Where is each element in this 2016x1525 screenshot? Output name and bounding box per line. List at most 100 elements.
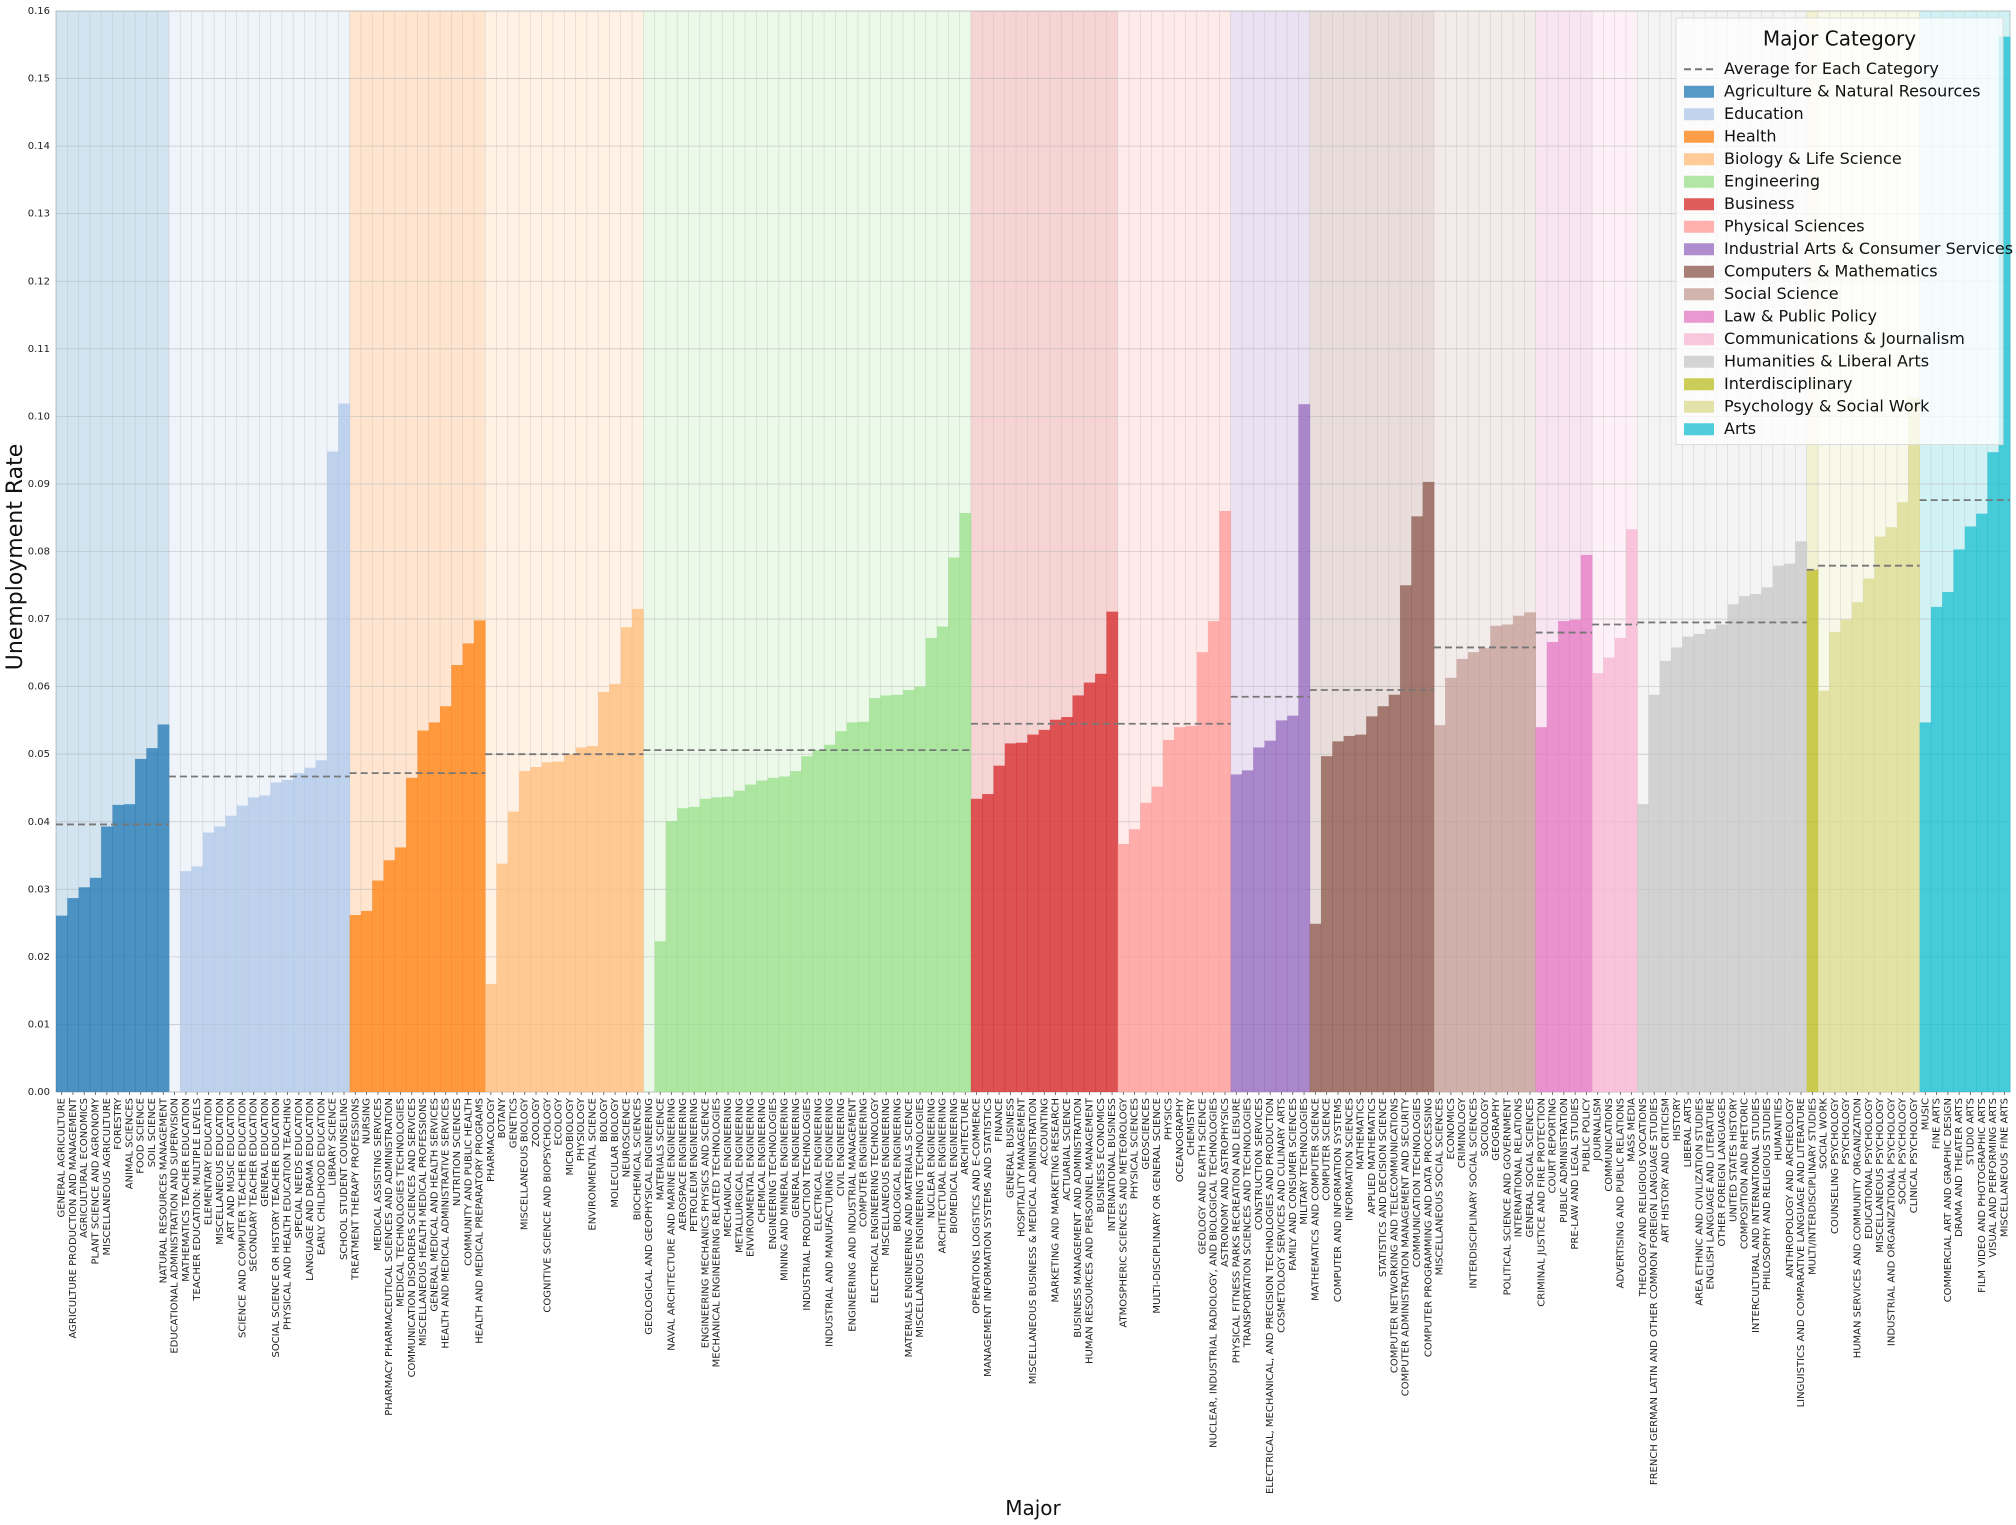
x-tick-label: ACCOUNTING <box>1039 1098 1050 1166</box>
bar <box>857 721 870 1092</box>
bar <box>485 983 497 1092</box>
bar <box>123 804 136 1092</box>
bar <box>1716 624 1729 1092</box>
x-tick-label: COMPUTER PROGRAMMING AND DATA PROCESSING <box>1423 1098 1434 1357</box>
x-tick-label: COMMERCIAL ART AND GRAPHIC DESIGN <box>1943 1098 1954 1302</box>
x-tick-label: COMPUTER NETWORKING AND TELECOMMUNICATIO… <box>1389 1098 1400 1373</box>
bar <box>1953 549 1966 1092</box>
bar <box>417 730 430 1092</box>
bar <box>1253 747 1265 1092</box>
bar <box>1930 606 1943 1092</box>
x-tick-label: MISCELLANEOUS EDUCATION <box>215 1098 226 1245</box>
x-tick-label: LIBRARY SCIENCE <box>328 1098 339 1186</box>
bar <box>824 744 836 1092</box>
bar <box>654 941 667 1092</box>
legend-swatch <box>1684 130 1714 143</box>
bar <box>1208 621 1220 1092</box>
x-tick-label: MISCELLANEOUS BUSINESS & MEDICAL ADMINIS… <box>1028 1098 1039 1384</box>
bar <box>767 777 780 1092</box>
legend-swatch <box>1684 288 1714 301</box>
bar <box>1083 682 1096 1092</box>
bar <box>1885 527 1898 1092</box>
x-tick-label: PUBLIC POLICY <box>1581 1097 1592 1172</box>
x-tick-label: FAMILY AND CONSUMER SCIENCES <box>1288 1098 1299 1271</box>
bar <box>259 795 272 1092</box>
x-tick-label: PUBLIC ADMINISTRATION <box>1559 1098 1570 1223</box>
bar <box>1072 695 1085 1092</box>
bar <box>1027 734 1040 1092</box>
x-tick-label: MISCELLANEOUS AGRICULTURE <box>102 1098 113 1255</box>
bar <box>383 860 396 1092</box>
bar <box>835 731 848 1092</box>
x-tick-label: UNITED STATES HISTORY <box>1728 1097 1739 1222</box>
x-tick-label: ECONOMICS <box>1446 1098 1457 1159</box>
x-tick-label: POLITICAL SCIENCE AND GOVERNMENT <box>1502 1097 1513 1295</box>
bar <box>688 806 701 1092</box>
bar <box>1829 631 1841 1092</box>
x-tick-label: PHARMACOLOGY <box>486 1097 497 1182</box>
bar <box>236 805 249 1092</box>
bar <box>552 761 565 1092</box>
x-tick-label: OCEANOGRAPHY <box>1175 1097 1186 1182</box>
bar <box>711 797 723 1092</box>
bar <box>880 695 893 1092</box>
x-tick-label: ARCHITECTURE <box>960 1098 971 1175</box>
bar <box>1298 404 1311 1092</box>
x-tick-label: NUCLEAR, INDUSTRIAL RADIOLOGY, AND BIOLO… <box>1209 1098 1220 1448</box>
bar <box>1580 554 1593 1092</box>
x-tick-label: THEOLOGY AND RELIGIOUS VOCATIONS <box>1638 1098 1649 1297</box>
x-tick-label: GENERAL EDUCATION <box>260 1098 271 1207</box>
bar <box>801 756 814 1092</box>
x-tick-label: PETROLEUM ENGINEERING <box>689 1098 700 1232</box>
bar <box>1106 611 1119 1092</box>
bar <box>1772 565 1785 1092</box>
bar <box>1795 541 1808 1092</box>
x-tick-label: ELECTRICAL, MECHANICAL, AND PRECISION TE… <box>1265 1098 1276 1494</box>
x-tick-label: ENVIRONMENTAL SCIENCE <box>588 1098 599 1231</box>
x-tick-label: MECHANICAL ENGINEERING <box>723 1098 734 1237</box>
bar <box>1445 677 1457 1092</box>
x-tick-label: MULTI-DISCIPLINARY OR GENERAL SCIENCE <box>1152 1098 1163 1314</box>
x-tick-label: ATMOSPHERIC SCIENCES AND METEOROLOGY <box>1118 1097 1129 1327</box>
bar <box>1727 604 1740 1092</box>
x-tick-label: LANGUAGE AND DRAMA EDUCATION <box>305 1098 316 1281</box>
bar <box>993 765 1006 1092</box>
bar <box>1467 652 1480 1092</box>
bar <box>575 747 588 1092</box>
bar <box>846 722 859 1092</box>
x-tick-label: MINING AND MINERAL ENGINEERING <box>780 1098 791 1281</box>
x-tick-label: GEOLOGY AND EARTH SCIENCE <box>1197 1098 1208 1254</box>
bar <box>1264 740 1277 1092</box>
x-tick-label: MASS MEDIA <box>1627 1098 1638 1162</box>
bar <box>914 686 927 1092</box>
x-tick-label: CONSTRUCTION SERVICES <box>1254 1098 1265 1230</box>
x-tick-label: MICROBIOLOGY <box>565 1097 576 1175</box>
x-tick-label: SECONDARY TEACHER EDUCATION <box>249 1098 260 1272</box>
bar <box>541 762 554 1092</box>
x-tick-label: MISCELLANEOUS HEALTH MEDICAL PROFESSIONS <box>418 1098 429 1346</box>
y-tick-label: 0.16 <box>28 6 50 17</box>
x-tick-label: ELECTRICAL ENGINEERING <box>813 1098 824 1232</box>
x-tick-label: BIOLOGY <box>599 1097 610 1142</box>
x-tick-label: CRIMINAL JUSTICE AND FIRE PROTECTION <box>1536 1098 1547 1307</box>
bar <box>406 777 418 1092</box>
x-tick-label: HOSPITALITY MANAGEMENT <box>1017 1097 1028 1237</box>
bar <box>1433 725 1446 1092</box>
bar <box>812 750 825 1092</box>
bar <box>202 832 215 1092</box>
x-tick-label: ECOLOGY <box>554 1097 565 1146</box>
bar <box>519 771 531 1092</box>
legend-swatch <box>1684 378 1714 391</box>
bar <box>394 847 407 1092</box>
bar <box>1016 742 1028 1092</box>
x-tick-label: MATHEMATICS <box>1356 1098 1367 1170</box>
x-tick-label: MISCELLANEOUS FINE ARTS <box>1999 1098 2010 1237</box>
x-axis-label: Major <box>1005 1496 1061 1520</box>
x-tick-label: BIOMEDICAL ENGINEERING <box>949 1098 960 1234</box>
bar <box>1185 725 1198 1092</box>
legend-entry-label: Engineering <box>1724 171 1820 190</box>
legend-swatch <box>1684 423 1714 436</box>
bar <box>191 866 204 1092</box>
bar <box>1174 727 1186 1092</box>
x-tick-label: MOLECULAR BIOLOGY <box>610 1097 621 1207</box>
